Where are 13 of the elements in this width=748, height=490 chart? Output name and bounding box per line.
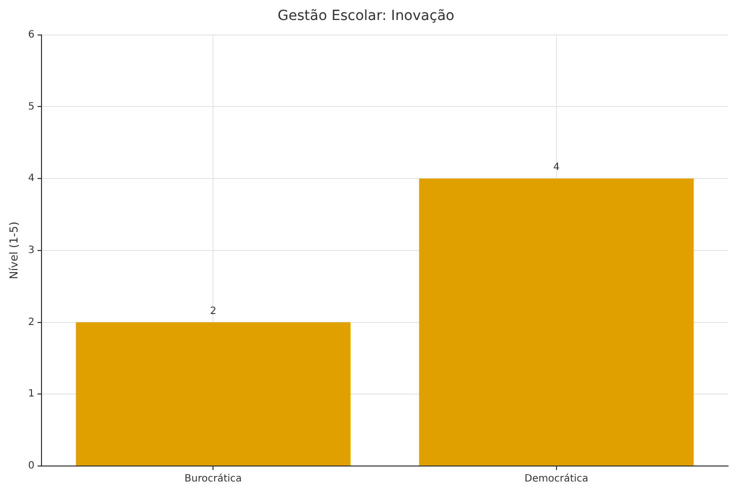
y-tick-label: 1 (28, 388, 35, 400)
y-tick-label: 2 (28, 316, 35, 328)
y-tick-label: 3 (28, 244, 35, 256)
y-axis-title: Nível (1-5) (7, 222, 20, 280)
data-label: 2 (210, 306, 216, 317)
chart-title: Gestão Escolar: Inovação (278, 8, 454, 24)
y-tick-label: 6 (28, 29, 35, 40)
data-label: 4 (553, 162, 560, 174)
x-tick-label: Democrática (524, 474, 588, 485)
x-tick-label: Burocrática (184, 474, 242, 485)
y-tick-label: 0 (28, 460, 35, 472)
y-tick-label: 5 (28, 101, 35, 112)
y-tick-label: 4 (28, 173, 35, 184)
